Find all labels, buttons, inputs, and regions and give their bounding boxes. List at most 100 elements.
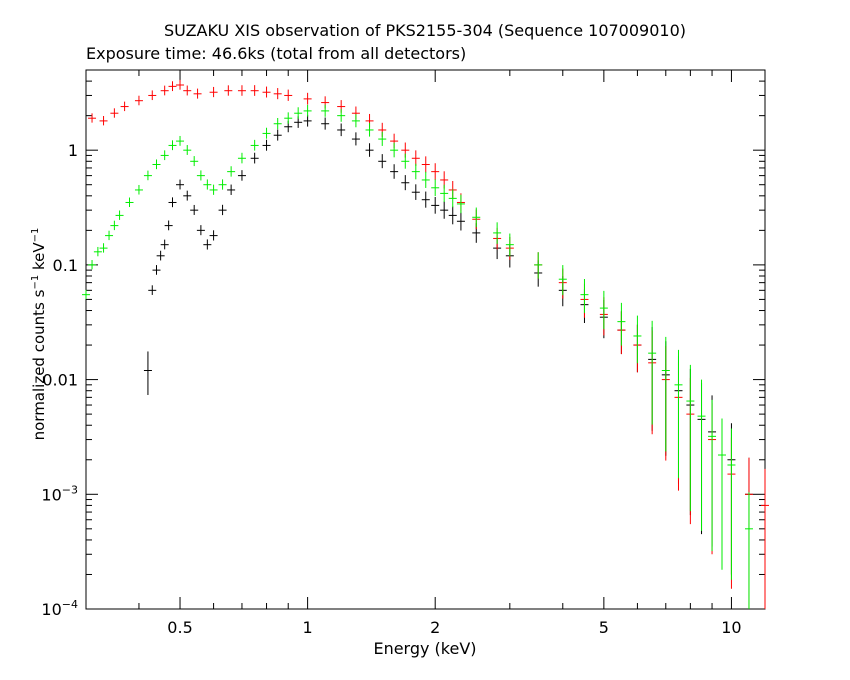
data-point (411, 163, 420, 180)
data-point (88, 260, 97, 270)
data-point (227, 166, 236, 177)
data-point (421, 171, 430, 188)
y-tick-label: 0.1 (53, 256, 78, 275)
data-point (727, 428, 736, 580)
data-point (168, 81, 177, 92)
data-point (183, 85, 192, 96)
y-axis-label-unit: keV (30, 242, 48, 270)
x-tick-label: 0.5 (167, 618, 192, 637)
data-point (431, 196, 440, 214)
data-point (303, 114, 312, 127)
data-point (351, 114, 360, 128)
data-point (321, 117, 330, 130)
data-point (674, 349, 683, 479)
data-point (365, 143, 374, 157)
data-point (411, 150, 420, 166)
data-point (321, 104, 330, 117)
data-point (250, 85, 259, 96)
data-point (505, 233, 514, 257)
data-point (196, 170, 205, 181)
data-point (176, 179, 185, 190)
data-point (617, 302, 626, 346)
data-point (125, 197, 134, 208)
data-point (761, 468, 769, 609)
data-point (697, 379, 706, 531)
x-tick-label: 5 (599, 618, 609, 637)
data-point (390, 164, 399, 179)
data-point (152, 159, 161, 170)
data-point (493, 222, 502, 244)
data-point (115, 210, 124, 220)
x-tick-label: 2 (430, 618, 440, 637)
data-point (440, 184, 449, 202)
data-point (717, 418, 726, 570)
data-point (99, 243, 108, 253)
data-point (431, 179, 440, 197)
data-point (378, 131, 387, 146)
data-point (284, 112, 293, 124)
data-point (456, 212, 465, 231)
data-point (160, 150, 169, 161)
data-point (183, 190, 192, 201)
x-axis-label: Energy (keV) (373, 639, 476, 658)
x-tick-label: 1 (303, 618, 313, 637)
data-point (648, 320, 657, 425)
data-point (284, 89, 293, 101)
data-point (262, 139, 271, 151)
data-point (203, 179, 212, 190)
data-series-2 (82, 104, 753, 609)
data-point (401, 175, 410, 191)
data-point (88, 113, 97, 123)
data-point (134, 95, 143, 106)
y-axis-label-main: normalized counts s (30, 289, 48, 440)
data-point (209, 86, 218, 98)
data-point (303, 92, 312, 105)
data-point (411, 184, 420, 200)
data-point (203, 239, 212, 250)
data-point (193, 88, 202, 99)
data-point (218, 179, 227, 190)
y-tick-label: 10−3 (41, 483, 78, 504)
data-point (431, 163, 440, 180)
data-point (196, 225, 205, 236)
data-point (448, 189, 457, 208)
data-point (262, 86, 271, 98)
data-point (273, 117, 282, 130)
data-point (456, 194, 465, 214)
data-point (262, 127, 271, 139)
data-point (633, 315, 642, 364)
data-point (93, 246, 102, 257)
data-point (176, 79, 185, 90)
data-point (472, 207, 481, 228)
data-point (164, 220, 173, 231)
data-point (110, 220, 119, 231)
data-series-0 (143, 114, 753, 609)
data-point (134, 184, 143, 195)
data-point (190, 156, 199, 167)
data-point (273, 88, 282, 100)
data-point (224, 85, 233, 96)
data-point (148, 90, 157, 101)
chart-title: SUZAKU XIS observation of PKS2155-304 (S… (164, 21, 686, 40)
data-point (237, 152, 246, 164)
x-axis: 0.5 1 2 5 10 (85, 70, 742, 637)
data-series-1 (88, 79, 769, 609)
y-tick-label: 1 (68, 141, 78, 160)
y-tick-label: 0.01 (42, 371, 78, 390)
data-point (152, 265, 161, 275)
data-series-layer (82, 79, 769, 609)
data-point (99, 116, 108, 126)
data-point (227, 184, 236, 195)
data-point (599, 290, 608, 330)
data-point (168, 140, 177, 151)
data-point (421, 191, 430, 208)
data-point (176, 135, 185, 146)
data-point (250, 152, 259, 164)
data-point (148, 285, 157, 295)
data-point (401, 153, 410, 169)
y-tick-label: 10−4 (41, 598, 78, 619)
data-point (351, 132, 360, 146)
plot-frame (85, 69, 766, 610)
data-point (421, 156, 430, 173)
data-point (303, 104, 312, 117)
